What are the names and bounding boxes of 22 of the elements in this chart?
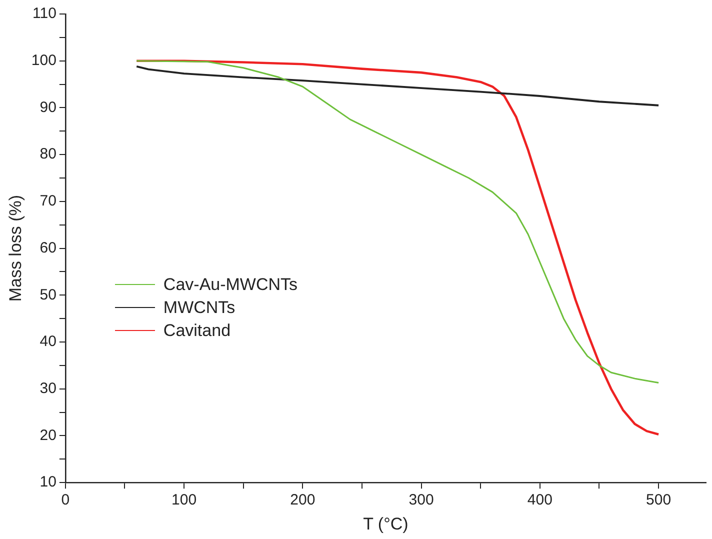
y-axis-title: Mass loss (%) <box>6 194 25 302</box>
y-tick-label: 100 <box>31 52 56 69</box>
y-tick-label: 80 <box>40 146 56 163</box>
x-tick-label: 200 <box>290 492 316 509</box>
legend-label: Cavitand <box>163 320 231 342</box>
x-axis-title: T (°C) <box>363 514 408 534</box>
y-tick-label: 110 <box>32 5 56 22</box>
y-tick-label: 30 <box>40 380 56 398</box>
legend-label: MWCNTs <box>163 297 236 320</box>
legend-label: Cav-Au-MWCNTs <box>163 274 298 296</box>
y-tick-label: 60 <box>40 239 56 256</box>
y-tick-label: 20 <box>40 426 56 444</box>
x-tick-label: 300 <box>408 492 434 509</box>
y-tick-label: 10 <box>40 474 56 491</box>
y-tick-label: 70 <box>40 192 56 210</box>
x-tick-label: 100 <box>172 492 197 509</box>
y-tick-label: 90 <box>40 98 56 116</box>
x-tick-label: 400 <box>527 492 552 509</box>
x-tick-label: 0 <box>61 492 70 509</box>
y-tick-label: 50 <box>40 286 56 304</box>
y-tick-label: 40 <box>40 333 56 350</box>
x-tick-label: 500 <box>646 492 672 509</box>
